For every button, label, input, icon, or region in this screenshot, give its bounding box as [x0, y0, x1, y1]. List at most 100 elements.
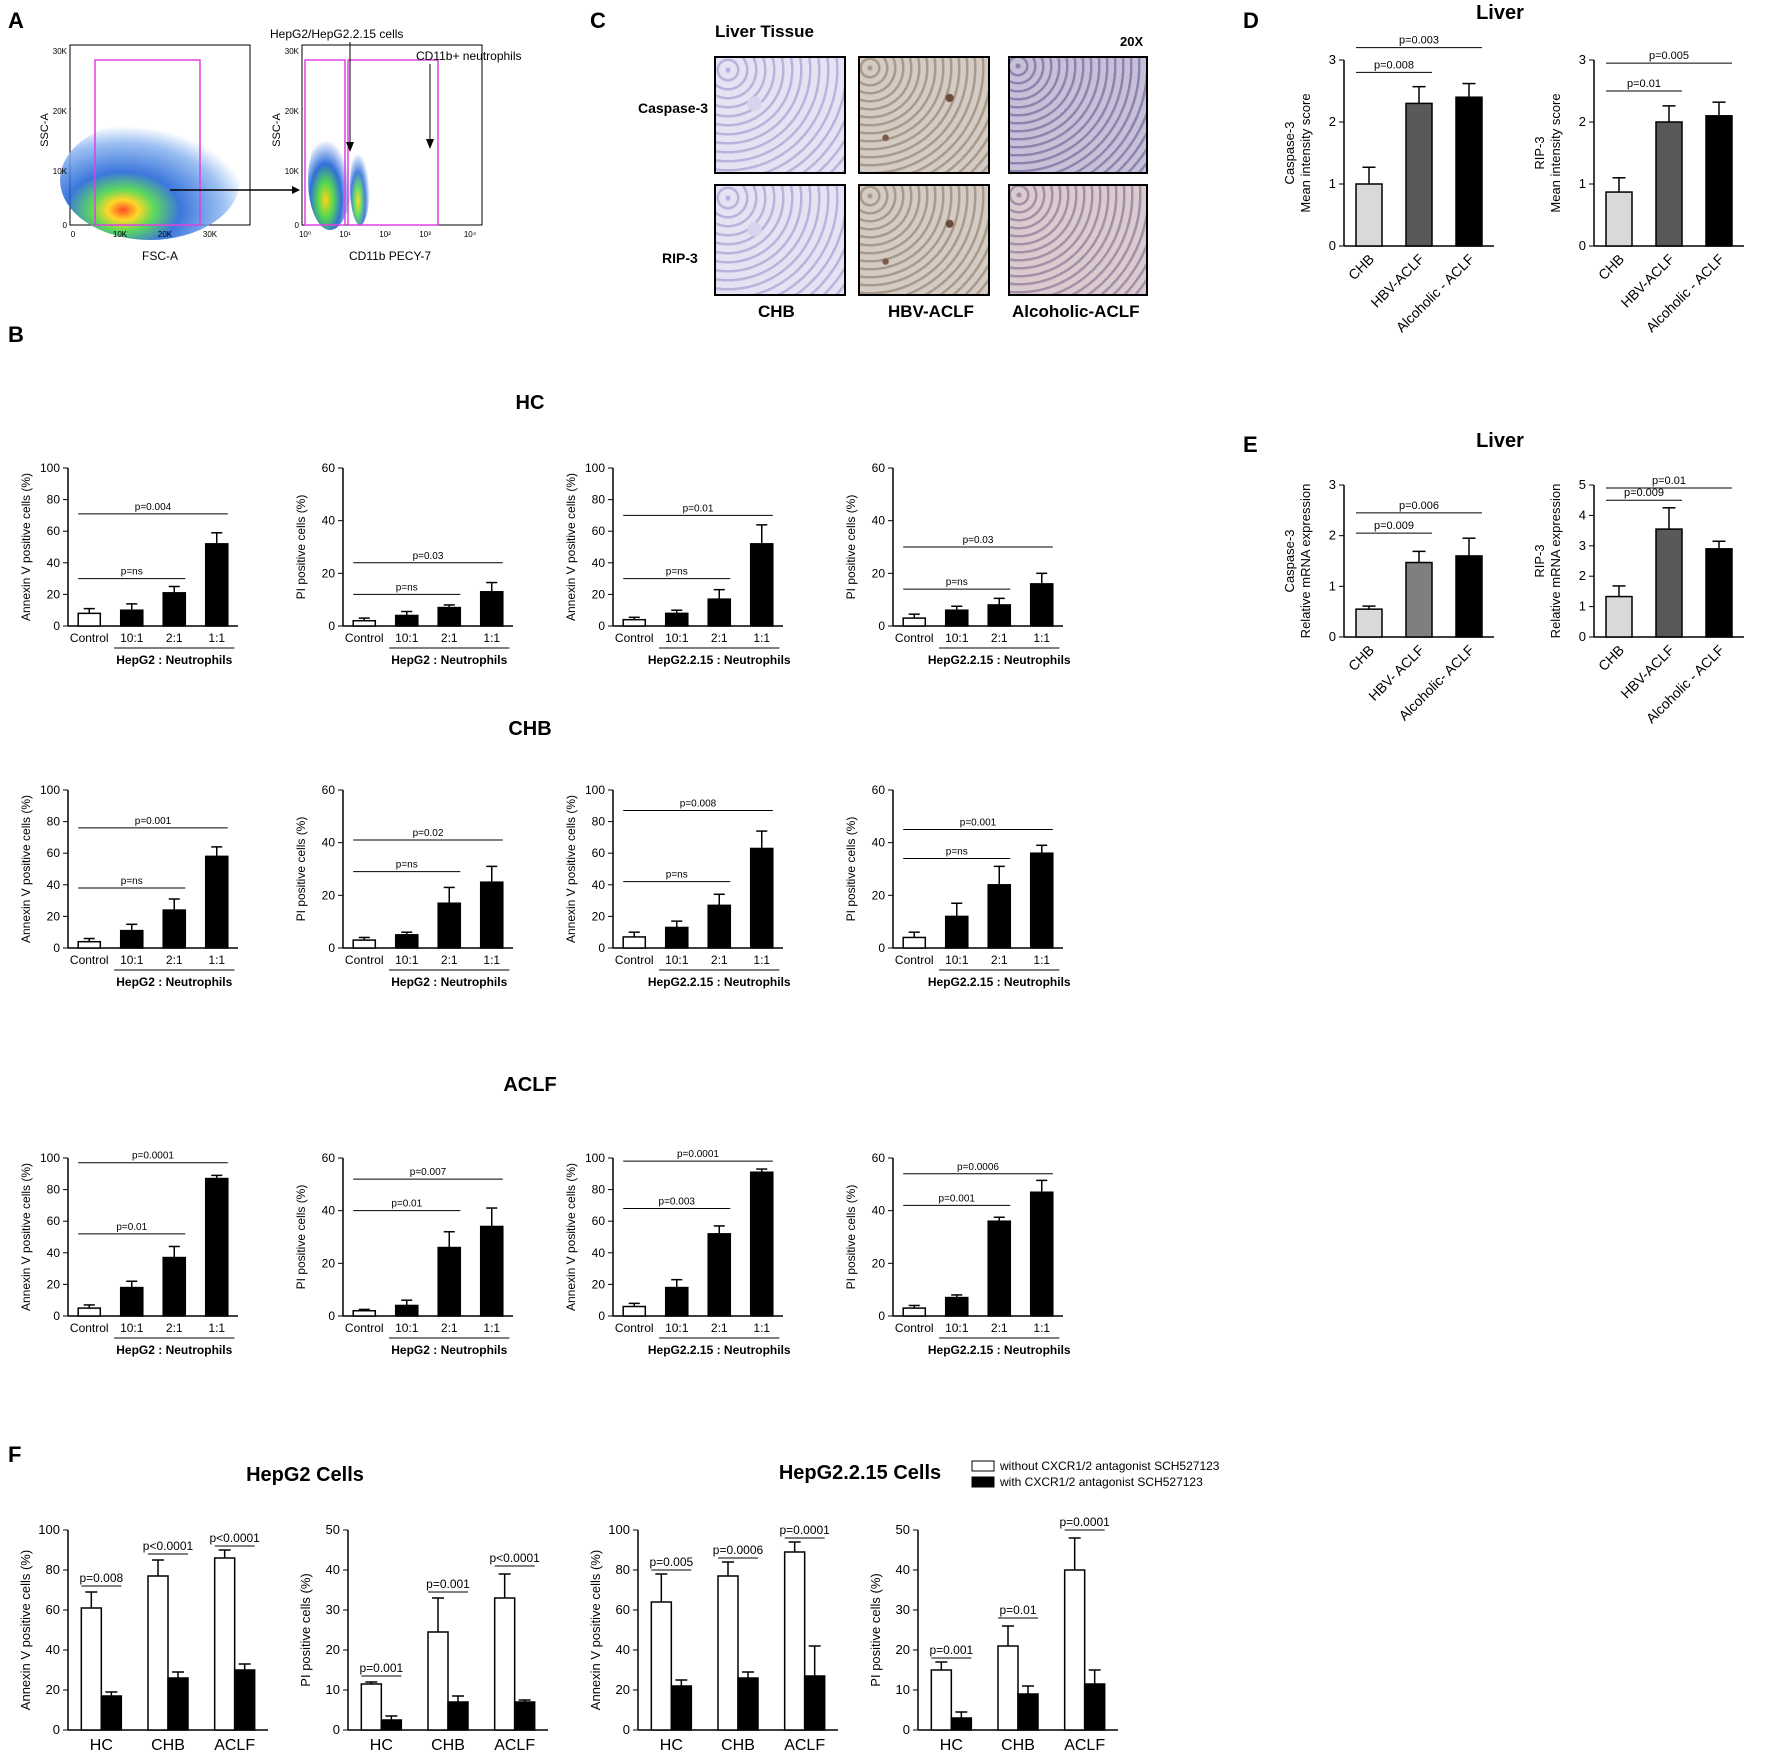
y-tick-label: 40 — [592, 1246, 606, 1260]
chart-f-hepg215-annexin: 0 20 40 60 80 100 Annexin V positive cells (%)… — [588, 1522, 838, 1754]
bar — [394, 934, 419, 949]
bar — [622, 936, 647, 949]
chart-chb-hepg215-annexin: 0 20 40 60 80 100 Annexin V positive cells (%)… — [564, 783, 791, 989]
y-tick-label: 40 — [46, 1642, 60, 1657]
y-tick-label: 80 — [592, 493, 606, 507]
y-axis-label: Annexin V positive cells (%) — [564, 473, 578, 621]
x-tick-label: 1:1 — [1033, 953, 1050, 967]
x-tick-label: 10:1 — [395, 1321, 419, 1335]
x-tick-label: 2:1 — [441, 1321, 458, 1335]
y-tick-label: 80 — [46, 1562, 60, 1577]
y-tick-label: 60 — [322, 461, 336, 475]
x-tick-label: Control — [70, 1321, 109, 1335]
histology-image-chb-rip — [714, 184, 846, 296]
chart-aclf-hepg215-annexin: 0 20 40 60 80 100 Annexin V positive cells (%)… — [564, 1149, 791, 1357]
chart-chb-hepg2-annexin: 0 20 40 60 80 100 Annexin V positive cells (%)… — [19, 783, 238, 989]
y-tick-label: 20 — [592, 1277, 606, 1291]
flow-left-xtick: 30K — [203, 230, 218, 239]
flow-right-xtick: 10³ — [419, 230, 431, 239]
group-label: HepG2.2.15 : Neutrophils — [928, 653, 1071, 667]
y-tick-label: 60 — [322, 1151, 336, 1165]
y-tick-label: 30 — [326, 1602, 340, 1617]
y-tick-label: 40 — [592, 878, 606, 892]
panel-letter-a: A — [8, 8, 24, 33]
y-tick-label: 60 — [592, 846, 606, 860]
y-tick-label: 40 — [872, 1204, 886, 1218]
section-title-aclf: ACLF — [503, 1074, 557, 1096]
x-tick-label: CHB — [1001, 1737, 1035, 1754]
x-tick-label: HC — [370, 1737, 393, 1754]
bar — [147, 1575, 169, 1731]
y-axis-label: PI positive cells (%) — [844, 817, 858, 922]
y-axis-label: PI positive cells (%) — [294, 1185, 308, 1290]
bar — [204, 543, 229, 627]
y-tick-label: 0 — [53, 1722, 60, 1737]
bar — [1029, 1191, 1054, 1317]
bar — [944, 1296, 969, 1317]
y-tick-label: 0 — [333, 1722, 340, 1737]
group-label: HepG2 : Neutrophils — [116, 653, 232, 667]
panel-f-title-hepg2: HepG2 Cells — [246, 1464, 364, 1486]
y-axis-label: Annexin V positive cells (%) — [564, 1163, 578, 1311]
p-value-label: p=0.01 — [999, 1603, 1036, 1617]
x-tick-label: Control — [895, 631, 934, 645]
y-tick-label: 40 — [322, 514, 336, 528]
y-tick-label: 80 — [47, 493, 61, 507]
x-tick-label: 1:1 — [208, 1321, 225, 1335]
histology-row-caspase: Caspase-3 — [638, 100, 709, 116]
y-tick-label: 20 — [616, 1682, 630, 1697]
y-axis-label: PI positive cells (%) — [298, 1573, 313, 1686]
bar — [1405, 561, 1433, 638]
p-value-label: p=0.0006 — [713, 1543, 764, 1557]
bar — [352, 619, 377, 627]
x-tick-label: Control — [615, 631, 654, 645]
bar — [119, 929, 144, 949]
chart-chb-hepg2-pi: 0 20 40 60 PI positive cells (%) Control 10:1 2… — [294, 783, 513, 989]
flow-right-xtick: 10¹ — [339, 230, 351, 239]
p-value-label: p=ns — [396, 582, 418, 593]
histology-title: Liver Tissue — [715, 22, 814, 41]
x-tick-label: 10:1 — [120, 631, 144, 645]
panel-e-title: Liver — [1476, 430, 1524, 452]
y-tick-label: 0 — [53, 1309, 60, 1323]
bar — [707, 1233, 732, 1317]
x-tick-label: ACLF — [1064, 1737, 1105, 1754]
y-tick-label: 10 — [896, 1682, 910, 1697]
bar — [622, 618, 647, 627]
y-tick-label: 40 — [896, 1562, 910, 1577]
x-tick-label: 10:1 — [945, 1321, 969, 1335]
flow-right-xtick: 10⁴ — [464, 230, 477, 239]
y-tick-label: 0 — [598, 1309, 605, 1323]
y-tick-label: 2 — [1329, 528, 1336, 543]
flow-label-hepg2: HepG2/HepG2.2.15 cells — [270, 27, 403, 41]
y-tick-label: 0 — [878, 1309, 885, 1323]
y-tick-label: 60 — [322, 783, 336, 797]
group-label: HepG2.2.15 : Neutrophils — [928, 1343, 1071, 1357]
panel-letter-b: B — [8, 322, 24, 347]
y-tick-label: 20 — [322, 888, 336, 902]
bar — [204, 1177, 229, 1317]
histology-col-alc: Alcoholic-ACLF — [1012, 302, 1140, 321]
bar — [1355, 608, 1383, 638]
flow-right-ytick: 0 — [295, 221, 300, 230]
p-value-label: p=0.001 — [929, 1643, 973, 1657]
y-tick-label: 100 — [40, 1151, 60, 1165]
x-tick-label: 2:1 — [991, 953, 1008, 967]
y-tick-label: 80 — [616, 1562, 630, 1577]
x-tick-label: HC — [660, 1737, 683, 1754]
bar — [1029, 583, 1054, 627]
bar — [944, 609, 969, 627]
bar — [1455, 96, 1483, 247]
bar — [77, 612, 102, 627]
p-value-label: p=ns — [666, 567, 688, 578]
y-tick-label: 20 — [47, 587, 61, 601]
y-tick-label: 20 — [896, 1642, 910, 1657]
bar — [437, 1246, 462, 1317]
bar — [1705, 115, 1733, 247]
bar — [77, 940, 102, 949]
panel-letter-d: D — [1243, 8, 1259, 33]
bar — [670, 1685, 693, 1731]
y-tick-label: 100 — [585, 461, 605, 475]
x-tick-label: 10:1 — [665, 631, 689, 645]
